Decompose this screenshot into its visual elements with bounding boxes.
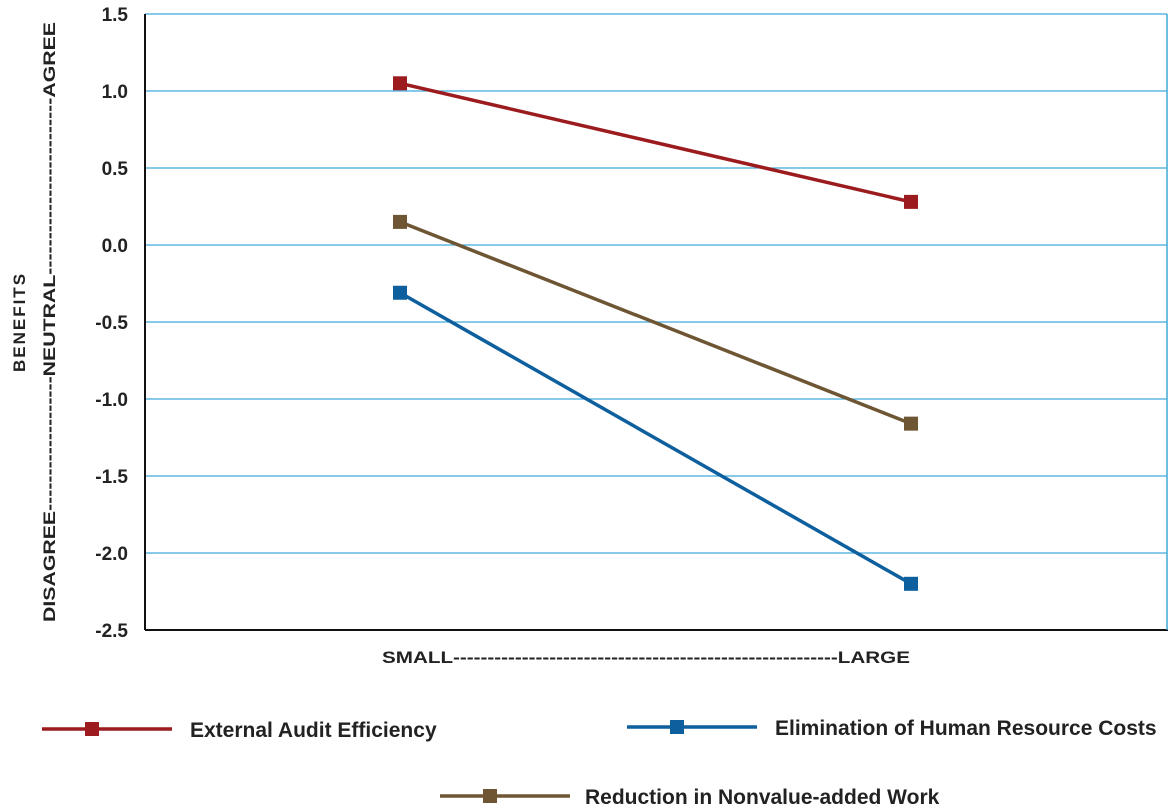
data-point-marker <box>904 416 918 431</box>
data-point-marker <box>904 576 918 591</box>
legend-marker-swatch <box>483 789 497 803</box>
y-axis-side-scale: DISAGREE-------------------NEUTRAL------… <box>40 22 59 622</box>
data-point-marker <box>904 194 918 209</box>
y-tick-label: -0.5 <box>95 313 128 334</box>
data-point-marker <box>393 76 407 91</box>
y-tick-label: -1.5 <box>95 467 128 488</box>
series-line <box>399 291 912 586</box>
legend-marker-swatch <box>670 720 684 734</box>
legend: External Audit Efficiency Elimination of … <box>42 717 1157 808</box>
gridlines <box>145 13 1167 554</box>
legend-marker-swatch <box>85 722 99 736</box>
y-tick-labels: 1.5 1.0 0.5 0.0 -0.5 -1.0 -1.5 -2.0 -2.5 <box>95 5 128 642</box>
data-point-marker <box>393 285 407 300</box>
x-axis-scale-label: SMALL-----------------------------------… <box>382 648 910 667</box>
legend-item: Reduction in Nonvalue-added Work <box>440 786 940 808</box>
y-tick-label: 1.0 <box>102 82 128 103</box>
y-tick-label: 0.5 <box>102 159 129 180</box>
y-axis-title: BENEFITS <box>10 272 29 372</box>
y-tick-label: -2.0 <box>95 544 128 565</box>
legend-label: External Audit Efficiency <box>190 719 437 742</box>
series-layer <box>393 76 918 591</box>
series-line <box>399 81 912 204</box>
legend-label: Reduction in Nonvalue-added Work <box>585 786 940 808</box>
data-point-marker <box>393 214 407 229</box>
legend-item: Elimination of Human Resource Costs <box>627 717 1157 740</box>
legend-label: Elimination of Human Resource Costs <box>775 717 1157 740</box>
series-line <box>399 220 912 426</box>
legend-item: External Audit Efficiency <box>42 719 437 742</box>
plot-frame <box>144 14 1168 631</box>
y-tick-label: -2.5 <box>95 621 128 642</box>
y-tick-label: 1.5 <box>102 5 129 26</box>
y-tick-label: 0.0 <box>102 236 128 257</box>
y-tick-label: -1.0 <box>95 390 128 411</box>
